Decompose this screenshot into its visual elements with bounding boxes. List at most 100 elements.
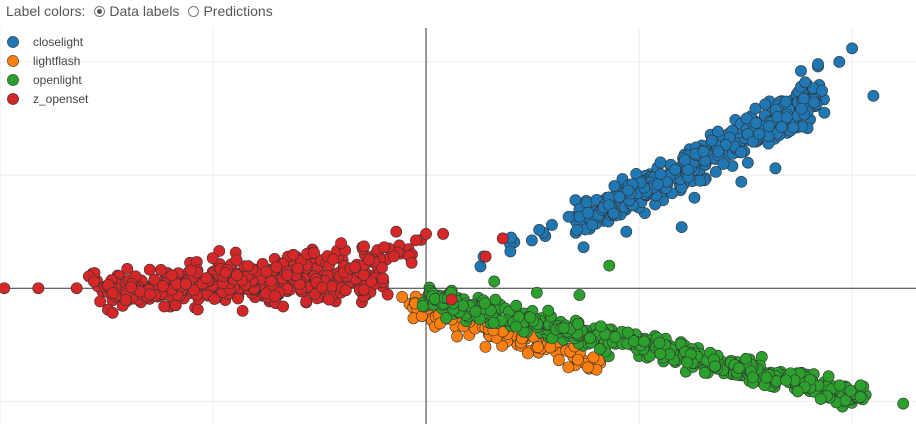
data-point[interactable]: [236, 304, 249, 317]
data-point[interactable]: [769, 162, 782, 175]
data-point[interactable]: [822, 370, 835, 383]
data-point[interactable]: [242, 260, 255, 272]
data-point[interactable]: [712, 145, 725, 158]
data-point[interactable]: [669, 163, 682, 176]
data-point[interactable]: [741, 156, 754, 169]
data-point[interactable]: [488, 275, 501, 288]
data-point[interactable]: [363, 253, 375, 266]
data-point[interactable]: [530, 286, 543, 299]
data-point[interactable]: [814, 393, 827, 405]
data-point[interactable]: [586, 218, 599, 231]
data-point[interactable]: [709, 360, 721, 373]
data-point[interactable]: [489, 293, 502, 306]
data-point[interactable]: [622, 326, 634, 339]
data-point[interactable]: [308, 246, 320, 259]
data-point[interactable]: [587, 351, 600, 364]
data-point[interactable]: [654, 168, 667, 181]
data-point[interactable]: [478, 297, 491, 310]
data-point[interactable]: [844, 385, 857, 397]
data-point[interactable]: [562, 210, 575, 223]
data-point[interactable]: [365, 275, 378, 288]
data-point[interactable]: [165, 269, 178, 282]
data-point[interactable]: [613, 190, 626, 203]
data-point[interactable]: [654, 156, 667, 169]
data-point[interactable]: [451, 330, 464, 343]
data-point[interactable]: [580, 196, 593, 209]
data-point[interactable]: [410, 234, 422, 247]
data-point[interactable]: [206, 252, 219, 264]
data-point[interactable]: [504, 245, 517, 258]
data-point[interactable]: [119, 294, 132, 306]
data-point[interactable]: [735, 175, 748, 188]
data-point[interactable]: [521, 347, 534, 360]
data-point[interactable]: [106, 306, 119, 319]
data-point[interactable]: [816, 84, 828, 97]
data-point[interactable]: [405, 256, 418, 269]
data-point[interactable]: [571, 224, 583, 236]
data-point[interactable]: [593, 343, 606, 356]
data-point[interactable]: [854, 379, 867, 392]
data-point[interactable]: [143, 263, 156, 276]
data-point[interactable]: [620, 225, 633, 238]
data-point[interactable]: [839, 394, 852, 407]
data-point[interactable]: [525, 234, 538, 247]
data-point[interactable]: [833, 379, 846, 392]
data-point[interactable]: [638, 335, 651, 348]
data-point[interactable]: [594, 320, 607, 333]
data-point[interactable]: [746, 371, 759, 384]
data-point[interactable]: [381, 288, 394, 301]
data-point[interactable]: [512, 310, 525, 323]
data-point[interactable]: [867, 89, 880, 102]
data-point[interactable]: [739, 352, 752, 365]
data-point[interactable]: [681, 356, 694, 369]
data-point[interactable]: [420, 228, 432, 240]
data-point[interactable]: [156, 280, 169, 292]
data-point[interactable]: [208, 293, 221, 305]
data-point[interactable]: [219, 266, 232, 279]
data-point[interactable]: [281, 269, 294, 282]
predictions-radio[interactable]: [188, 5, 200, 17]
data-point[interactable]: [292, 262, 304, 275]
data-point[interactable]: [387, 250, 400, 263]
data-point[interactable]: [854, 390, 867, 403]
data-point[interactable]: [230, 254, 243, 266]
data-point[interactable]: [694, 174, 707, 187]
data-point[interactable]: [577, 241, 590, 254]
data-point[interactable]: [818, 106, 831, 119]
data-point[interactable]: [158, 300, 171, 313]
data-point[interactable]: [106, 287, 119, 299]
data-point[interactable]: [654, 348, 667, 360]
data-point[interactable]: [231, 269, 244, 282]
data-point[interactable]: [396, 291, 409, 303]
data-point[interactable]: [277, 300, 290, 313]
data-point[interactable]: [572, 353, 584, 366]
data-point[interactable]: [358, 240, 370, 253]
data-point[interactable]: [780, 374, 792, 387]
data-point[interactable]: [270, 261, 283, 274]
data-point[interactable]: [833, 56, 846, 68]
data-point[interactable]: [735, 146, 748, 159]
data-point[interactable]: [429, 293, 441, 305]
data-point[interactable]: [812, 58, 824, 71]
data-point[interactable]: [191, 303, 204, 316]
data-point[interactable]: [179, 278, 192, 290]
data-point[interactable]: [603, 259, 616, 272]
data-point[interactable]: [300, 295, 313, 308]
data-point[interactable]: [573, 289, 586, 301]
data-point[interactable]: [682, 163, 695, 176]
predictions-option[interactable]: Predictions: [188, 3, 273, 19]
data-point[interactable]: [496, 232, 509, 245]
data-labels-radio[interactable]: [94, 5, 106, 17]
data-point[interactable]: [582, 361, 594, 374]
data-point[interactable]: [437, 228, 449, 240]
data-point[interactable]: [688, 191, 701, 204]
data-point[interactable]: [780, 111, 793, 124]
data-point[interactable]: [897, 397, 910, 410]
data-point[interactable]: [552, 354, 565, 367]
data-point[interactable]: [445, 293, 458, 306]
data-point[interactable]: [698, 366, 711, 379]
data-point[interactable]: [327, 253, 340, 266]
data-point[interactable]: [797, 92, 810, 105]
data-point[interactable]: [846, 42, 858, 55]
data-point[interactable]: [474, 260, 487, 273]
